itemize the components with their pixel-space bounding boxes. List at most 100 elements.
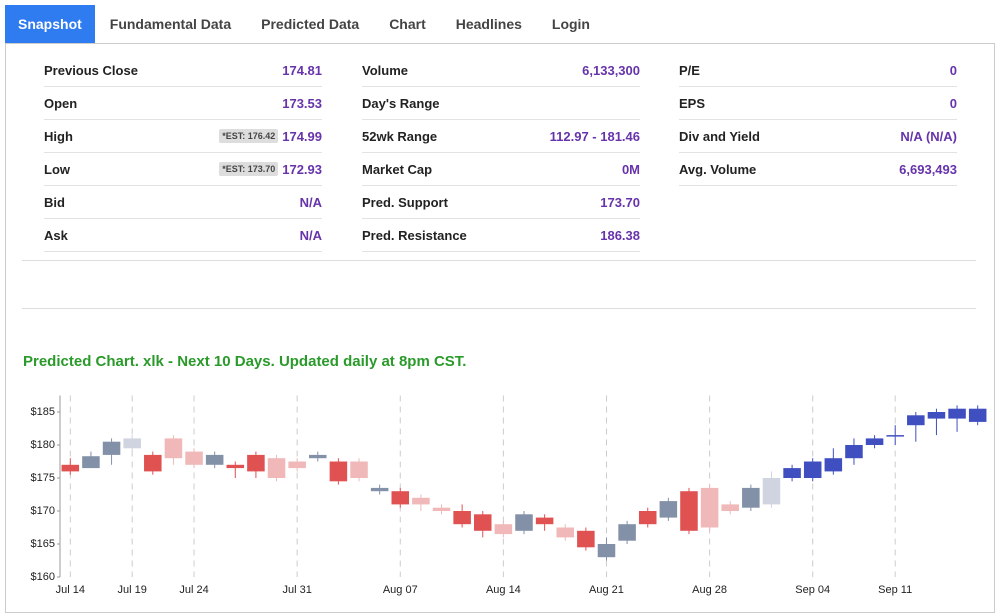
stats-column: Previous Close 174.81 Open 173.53 High *EST: … bbox=[44, 54, 322, 252]
tab[interactable]: Chart bbox=[389, 16, 426, 32]
stat-label: High bbox=[44, 128, 73, 144]
x-tick-label: Jul 14 bbox=[56, 584, 85, 596]
y-tick-label: $180 bbox=[31, 439, 55, 451]
stat-label: 52wk Range bbox=[362, 128, 438, 144]
candle-body bbox=[783, 468, 801, 478]
stat-value: N/A bbox=[299, 227, 322, 243]
est-badge: *EST: 173.70 bbox=[219, 162, 279, 176]
candle-body bbox=[742, 487, 760, 508]
candle-body bbox=[226, 464, 245, 469]
candle-body bbox=[82, 456, 100, 469]
tab[interactable]: Fundamental Data bbox=[109, 16, 232, 32]
stat-label: P/E bbox=[679, 62, 700, 78]
stat-row: Bid N/A bbox=[44, 186, 322, 219]
stat-value: N/A bbox=[299, 194, 322, 210]
candle-body bbox=[968, 408, 987, 422]
stat-value: 174.81 bbox=[282, 62, 322, 78]
stat-label: EPS bbox=[679, 95, 706, 111]
candle-body bbox=[144, 454, 162, 472]
stat-row: Avg. Volume 6,693,493 bbox=[679, 153, 957, 186]
stat-label: Market Cap bbox=[362, 161, 433, 177]
stat-row: Market Cap 0M bbox=[362, 153, 640, 186]
stat-value: 6,693,493 bbox=[899, 161, 957, 177]
chart-title: Predicted Chart. xlk - Next 10 Days. Upd… bbox=[23, 353, 467, 370]
stat-value: 173.53 bbox=[282, 95, 322, 111]
stat-row: High *EST: 176.42 174.99 bbox=[44, 120, 322, 153]
tab-bar: Snapshot Fundamental Data Predicted Data Ch… bbox=[5, 5, 605, 43]
chart: $160 $165 $170 $175 $180 $185 Jul 14 Jul 19 Jul … bbox=[31, 395, 987, 596]
x-tick-label: Sep 04 bbox=[795, 584, 830, 596]
candle-body bbox=[927, 412, 946, 419]
x-tick-label: Jul 19 bbox=[117, 584, 146, 596]
y-tick-label: $160 bbox=[31, 571, 55, 583]
stat-label: Low bbox=[44, 161, 70, 177]
stat-value: 172.93 bbox=[282, 161, 322, 177]
stat-row: Pred. Support 173.70 bbox=[362, 186, 640, 219]
stat-value: 186.38 bbox=[600, 227, 640, 243]
stat-label: Previous Close bbox=[44, 62, 138, 78]
candle-body bbox=[886, 435, 904, 437]
candle-body bbox=[370, 487, 389, 492]
candle-body bbox=[865, 438, 884, 445]
candle-body bbox=[288, 461, 306, 469]
x-tick-label: Aug 28 bbox=[692, 584, 727, 596]
tab[interactable]: Predicted Data bbox=[261, 16, 360, 32]
candle-body bbox=[556, 527, 575, 538]
tab[interactable]: Headlines bbox=[455, 16, 522, 32]
candle-body bbox=[638, 511, 657, 525]
candle-body bbox=[164, 438, 183, 459]
x-tick-label: Aug 14 bbox=[486, 584, 521, 596]
candle-body bbox=[535, 517, 554, 525]
candle-body bbox=[700, 487, 719, 528]
y-tick-label: $165 bbox=[31, 538, 55, 550]
candle-body bbox=[391, 491, 410, 505]
candle-body bbox=[803, 461, 822, 478]
stat-value: 0 bbox=[949, 95, 957, 111]
candle-body bbox=[61, 464, 80, 472]
candle-body bbox=[102, 441, 121, 455]
stat-label: Day's Range bbox=[362, 95, 440, 111]
stat-value: 6,133,300 bbox=[582, 62, 640, 78]
stat-label: Ask bbox=[44, 227, 68, 243]
stat-value: 0 bbox=[949, 62, 957, 78]
x-tick-label: Jul 31 bbox=[282, 584, 311, 596]
candle-body bbox=[494, 524, 513, 535]
candle-body bbox=[618, 524, 636, 541]
stat-label: Open bbox=[44, 95, 78, 111]
stat-label: Avg. Volume bbox=[679, 161, 757, 177]
candle-body bbox=[267, 458, 286, 478]
stat-row: Volume 6,133,300 bbox=[362, 54, 640, 87]
candle-body bbox=[845, 445, 863, 459]
stat-value: 0M bbox=[621, 161, 640, 177]
stat-value: 112.97 - 181.46 bbox=[549, 128, 640, 144]
stat-row: Pred. Resistance 186.38 bbox=[362, 219, 640, 252]
x-tick-label: Sep 11 bbox=[878, 584, 912, 596]
candle-body bbox=[577, 530, 595, 548]
candle-body bbox=[907, 415, 925, 426]
separator bbox=[22, 308, 976, 309]
candle-body bbox=[762, 478, 781, 505]
y-tick-label: $185 bbox=[31, 406, 55, 418]
stat-label: Div and Yield bbox=[679, 128, 760, 144]
stat-label: Bid bbox=[44, 194, 65, 210]
x-tick-label: Aug 07 bbox=[383, 584, 418, 596]
candle-body bbox=[453, 511, 471, 525]
candle-body bbox=[721, 504, 739, 511]
candle-body bbox=[185, 451, 203, 465]
x-tick-label: Aug 21 bbox=[589, 584, 624, 596]
tab[interactable]: Snapshot bbox=[5, 5, 95, 43]
candle-body bbox=[659, 501, 678, 518]
candle-body bbox=[350, 461, 368, 478]
candle-body bbox=[948, 408, 966, 419]
candle-body bbox=[473, 514, 492, 531]
y-tick-label: $170 bbox=[31, 505, 55, 517]
stat-row: Ask N/A bbox=[44, 219, 322, 252]
stat-value: 174.99 bbox=[282, 128, 322, 144]
stats-column: P/E 0 EPS 0 Div and Yield N/A (N/A) Avg. Volum… bbox=[679, 54, 957, 186]
candle-body bbox=[247, 454, 265, 472]
candle-body bbox=[329, 461, 348, 482]
stat-row: 52wk Range 112.97 - 181.46 bbox=[362, 120, 640, 153]
x-tick-label: Jul 24 bbox=[179, 584, 208, 596]
stat-row: Day's Range bbox=[362, 87, 640, 120]
tab[interactable]: Login bbox=[551, 16, 590, 32]
